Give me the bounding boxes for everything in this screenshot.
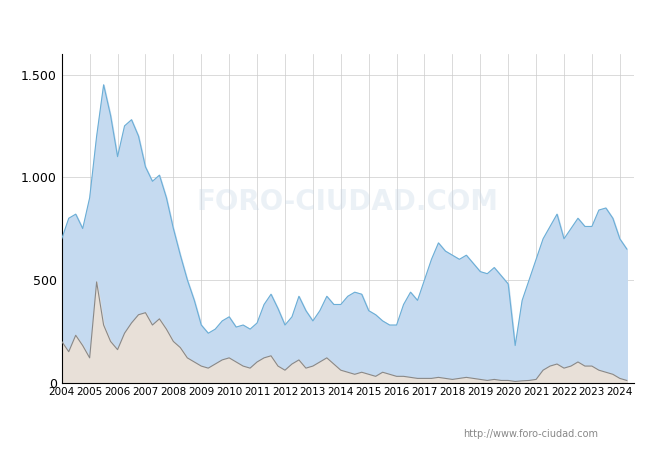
Text: FORO-CIUDAD.COM: FORO-CIUDAD.COM [197,188,499,216]
Text: http://www.foro-ciudad.com: http://www.foro-ciudad.com [463,429,598,439]
Text: Sabadell - Evolucion del Nº de Transacciones Inmobiliarias: Sabadell - Evolucion del Nº de Transacci… [84,16,566,31]
